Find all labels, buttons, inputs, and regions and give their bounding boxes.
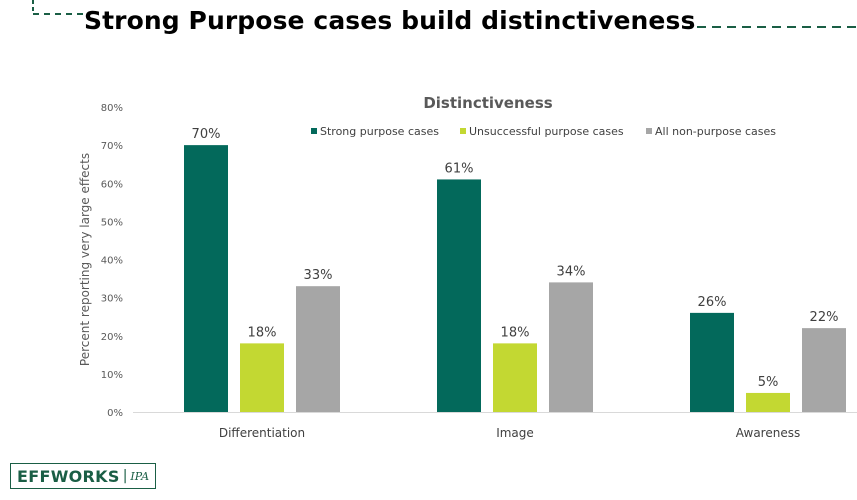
legend-swatch	[646, 128, 652, 134]
data-label: 61%	[445, 161, 474, 176]
data-label: 33%	[304, 268, 333, 283]
logo-brand: EFFWORKS	[17, 466, 120, 486]
legend-swatch	[311, 128, 317, 134]
data-label: 18%	[248, 325, 277, 340]
slide-title: Strong Purpose cases build distinctivene…	[84, 6, 696, 35]
logo-partner: IPA	[130, 469, 150, 483]
title-dashes-decoration	[682, 26, 857, 28]
y-tick-label: 70%	[101, 141, 123, 152]
y-axis-label: Percent reporting very large effects	[78, 153, 92, 366]
y-tick-label: 80%	[101, 103, 123, 114]
bar-awareness-series-3	[802, 328, 846, 412]
data-label: 22%	[810, 310, 839, 325]
bar-differentiation-series-1	[184, 145, 228, 412]
y-tick-label: 0%	[107, 408, 123, 419]
y-tick-label: 30%	[101, 294, 123, 305]
legend-label: Strong purpose cases	[320, 125, 439, 138]
bar-differentiation-series-3	[296, 286, 340, 412]
category-label: Differentiation	[219, 426, 305, 440]
bar-image-series-1	[437, 179, 481, 412]
legend-label: All non-purpose cases	[655, 125, 776, 138]
category-label: Image	[496, 426, 534, 440]
data-label: 18%	[501, 325, 530, 340]
y-tick-label: 60%	[101, 179, 123, 190]
bar-awareness-series-2	[746, 392, 790, 412]
y-tick-label: 20%	[101, 332, 123, 343]
category-label: Awareness	[736, 426, 800, 440]
chart-title: Distinctiveness	[423, 94, 552, 112]
logo-separator: |	[122, 468, 128, 484]
legend-swatch	[460, 128, 466, 134]
corner-dashes-decoration	[32, 0, 85, 15]
bar-image-series-2	[493, 343, 537, 412]
bar-image-series-3	[549, 282, 593, 412]
bar-differentiation-series-2	[240, 343, 284, 412]
effworks-ipa-logo: EFFWORKS | IPA	[10, 462, 157, 490]
y-tick-label: 50%	[101, 217, 123, 228]
bar-awareness-series-1	[690, 312, 734, 412]
legend-label: Unsuccessful purpose cases	[469, 125, 624, 138]
data-label: 70%	[192, 127, 221, 142]
data-label: 5%	[758, 375, 779, 390]
logo-box: EFFWORKS | IPA	[10, 463, 157, 489]
distinctiveness-bar-chart: Distinctiveness 0% 10% 20% 30% 40% 50% 60% 70% 80…	[78, 94, 857, 440]
y-tick-label: 40%	[101, 256, 123, 267]
data-label: 26%	[698, 295, 727, 310]
y-tick-label: 10%	[101, 370, 123, 381]
data-label: 34%	[557, 264, 586, 279]
